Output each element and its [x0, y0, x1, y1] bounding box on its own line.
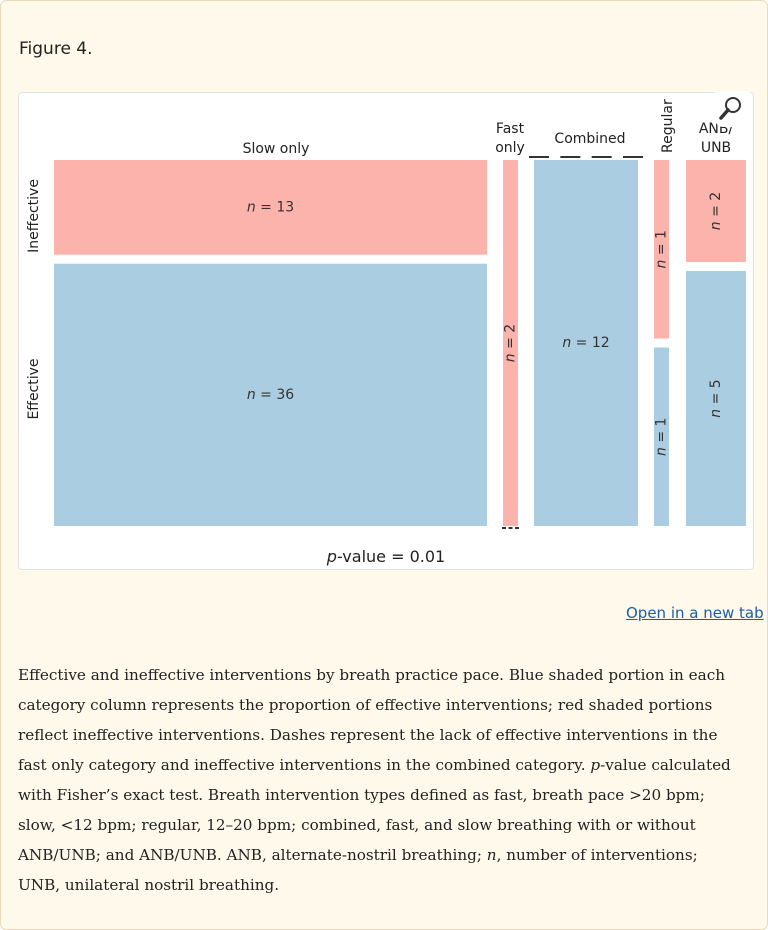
bar-effective-slow-only [54, 263, 487, 526]
bar-ineffective-slow-only [54, 160, 487, 255]
figure-caption: Effective and ineffective interventions … [18, 660, 743, 900]
mosaic-chart: n = 13 n = 36 Slow only n = 2 Fast only n = 12… [26, 99, 746, 566]
zoom-button[interactable] [715, 91, 751, 127]
caption-n-letter: n [486, 846, 497, 864]
label-effective-combined: n = 12 [562, 335, 609, 351]
bar-effective-combined [534, 160, 638, 526]
category-label-combined: Combined [554, 131, 625, 147]
category-label-fast-only: only [495, 140, 525, 156]
label-effective-anb-unb: n = 5 [708, 379, 724, 417]
label-ineffective-regular: n = 1 [654, 230, 670, 268]
label-ineffective-fast-only: n = 2 [503, 324, 519, 362]
bar-ineffective-regular [654, 160, 669, 339]
row-label-ineffective: Ineffective [26, 179, 42, 253]
caption-part-1: Effective and ineffective interventions … [18, 666, 725, 774]
bar-effective-anb-unb [686, 271, 746, 526]
category-label-regular: Regular [660, 99, 676, 153]
bar-ineffective-anb-unb [686, 160, 746, 262]
row-label-effective: Effective [26, 358, 42, 419]
caption-part-2: -value calculated with Fisher’s exact te… [18, 756, 731, 864]
magnifier-icon [719, 97, 741, 120]
category-label-anb-unb: UNB [701, 140, 731, 156]
p-value-annotation: p-value = 0.01 [326, 547, 445, 566]
label-effective-regular: n = 1 [654, 418, 670, 456]
category-label-fast-only: Fast [496, 121, 525, 137]
bar-ineffective-fast-only [503, 160, 518, 526]
open-in-new-tab-link[interactable]: Open in a new tab [626, 604, 764, 622]
category-label-slow-only: Slow only [243, 141, 310, 157]
label-ineffective-slow-only: n = 13 [247, 199, 294, 215]
label-ineffective-anb-unb: n = 2 [708, 192, 724, 230]
caption-p-letter: p [590, 756, 601, 774]
figure-title: Figure 4. [19, 39, 93, 59]
caption-part-3: , number of interventions; UNB, unilater… [18, 846, 698, 894]
bar-effective-regular [654, 347, 669, 526]
chart-container: n = 13 n = 36 Slow only n = 2 Fast only n = 12… [18, 92, 754, 570]
label-effective-slow-only: n = 36 [247, 387, 294, 403]
